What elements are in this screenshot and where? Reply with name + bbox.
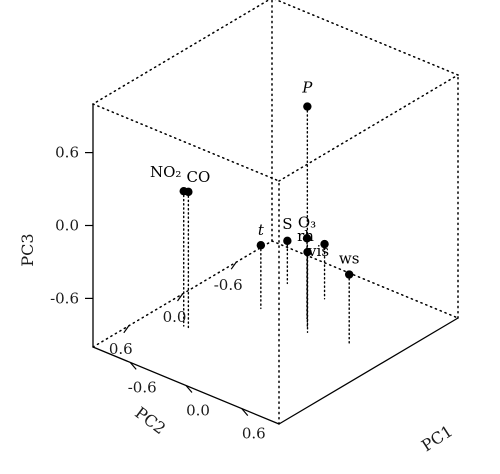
tick-label-pc2: -0.6 xyxy=(214,276,243,294)
tick-label-pc3: 0.6 xyxy=(55,144,79,162)
data-label-vis: vis xyxy=(307,242,329,260)
tick-label-pc2: 0.6 xyxy=(109,340,133,358)
axis-tick-labels: -0.6 0.0 0.6 -0.6 0.0 0.6 -0.6 0.0 0.6 xyxy=(50,144,266,443)
axis-ticks xyxy=(85,152,249,416)
box-edge xyxy=(274,0,459,76)
bounding-box xyxy=(92,0,459,425)
data-point-P xyxy=(303,102,312,111)
data-point-CO xyxy=(184,187,193,197)
data-label-S: S xyxy=(282,215,292,233)
tick-pc1 xyxy=(241,408,249,416)
data-label-NO₂: NO₂ xyxy=(150,163,181,181)
tick-label-pc1: 0.6 xyxy=(242,425,266,443)
data-label-P: P xyxy=(301,79,313,97)
data-label-rh: rh xyxy=(297,227,314,245)
data-point-ws xyxy=(345,270,354,279)
axis-line-pc1-edge xyxy=(278,317,459,425)
tick-label-pc3: 0.0 xyxy=(55,217,79,235)
tick-pc2 xyxy=(177,293,183,302)
data-label-t: t xyxy=(258,221,265,239)
tick-label-pc1: -0.6 xyxy=(128,378,157,396)
tick-pc1 xyxy=(129,362,137,370)
data-point-rh xyxy=(303,247,312,257)
box-edge xyxy=(271,240,459,319)
data-label-O₃: O₃ xyxy=(298,213,316,231)
axis-title-pc3: PC3 xyxy=(18,233,37,266)
drop-lines xyxy=(183,105,350,346)
tick-pc2 xyxy=(230,261,237,270)
data-point-vis xyxy=(320,239,329,249)
box-edge xyxy=(92,103,280,182)
axis-titles: PC3 PC2 PC1 xyxy=(18,233,456,455)
axis-title-pc2: PC2 xyxy=(131,403,169,438)
box-edge xyxy=(278,74,459,182)
axis-title-pc1: PC1 xyxy=(418,421,456,455)
tick-label-pc1: 0.0 xyxy=(186,402,210,420)
data-point-S xyxy=(283,236,292,246)
box-edge xyxy=(92,0,271,105)
tick-pc2 xyxy=(123,325,130,334)
tick-pc1 xyxy=(185,385,193,393)
data-label-CO: CO xyxy=(186,168,210,186)
tick-label-pc3: -0.6 xyxy=(50,289,79,307)
data-label-ws: ws xyxy=(339,250,360,268)
tick-label-pc2: 0.0 xyxy=(163,308,187,326)
data-point-O₃ xyxy=(302,234,312,243)
data-point-t xyxy=(256,241,266,250)
